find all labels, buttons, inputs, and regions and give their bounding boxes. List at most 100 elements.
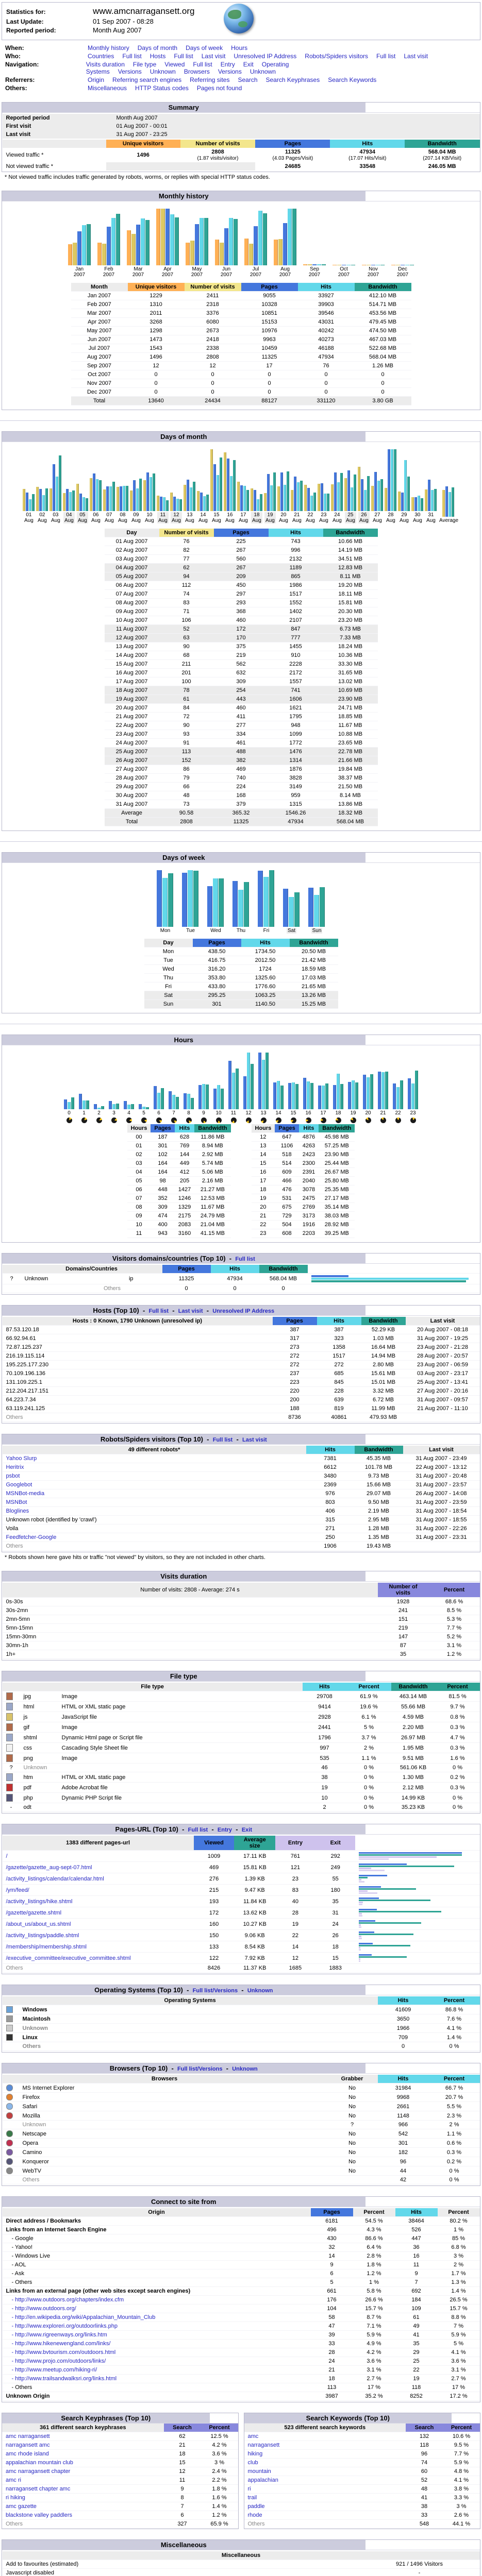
page-url-link[interactable]: /ym/feed/ <box>6 1887 29 1893</box>
nav-link[interactable]: HTTP Status codes <box>135 84 189 92</box>
row-link[interactable]: amc rhode island <box>6 2451 49 2457</box>
nav-link[interactable]: Viewed <box>164 61 185 68</box>
row-link[interactable]: ri hiking <box>6 2495 25 2501</box>
row-link[interactable]: MSNBot <box>6 1499 27 1505</box>
row-link[interactable]: ri <box>247 2486 251 2492</box>
os-full-list-link[interactable]: Full list/Versions <box>192 1988 238 1994</box>
row-link[interactable]: mountain <box>247 2468 271 2475</box>
referrer-link[interactable]: - http://www.bvtourism.com/outdoors.html <box>11 2349 116 2355</box>
row-link[interactable]: appalachian mountain club <box>6 2460 73 2466</box>
row-link[interactable]: amc ri <box>6 2477 21 2483</box>
page-url-link[interactable]: /about_us/about_us.shtml <box>6 1921 71 1927</box>
page-url-link[interactable]: /executive_committee/executive_committee… <box>6 1955 131 1961</box>
row-link[interactable]: narragansett chapter amc <box>6 2486 71 2492</box>
referrer-link[interactable]: - http://www.rigreenways.org/links.htm <box>11 2332 107 2338</box>
referrer-link[interactable]: - http://www.meetup.com/hiking-ri/ <box>11 2367 97 2373</box>
nav-link[interactable]: Days of week <box>186 44 223 52</box>
nav-link[interactable]: Full list <box>174 53 193 60</box>
nav-link[interactable]: Search <box>238 76 258 83</box>
html-icon <box>6 1703 13 1710</box>
nav-link[interactable]: Versions <box>218 68 242 75</box>
nav-link[interactable]: Search Keywords <box>328 76 377 83</box>
nav-link[interactable]: Full list <box>122 53 142 60</box>
nav-link[interactable]: Last visit <box>201 53 226 60</box>
nav-link[interactable]: Visits duration <box>86 61 125 68</box>
row-link[interactable]: amc <box>247 2433 259 2439</box>
referrer-link[interactable]: - http://www.outdoors.org/chapters/index… <box>11 2297 124 2303</box>
browsers-full-list-link[interactable]: Full list/Versions <box>177 2066 223 2072</box>
row-link[interactable]: amc gazette <box>6 2503 37 2510</box>
file-ext: odt <box>23 1804 31 1810</box>
nav-link[interactable]: Unknown <box>149 68 176 75</box>
page-url-link[interactable]: /activity_listings/paddle.shtml <box>6 1932 79 1939</box>
row-link[interactable]: paddle <box>247 2503 265 2510</box>
cell: 2.12 MB <box>403 1784 424 1791</box>
row-link[interactable]: club <box>247 2460 258 2466</box>
row-link[interactable]: narragansett <box>247 2442 280 2448</box>
page-url-link[interactable]: /gazette/gazette.shtml <box>6 1909 62 1916</box>
row-link[interactable]: Googlebot <box>6 1482 32 1488</box>
row-link[interactable]: amc narragansett <box>6 2433 50 2439</box>
row-link[interactable]: Yahoo Slurp <box>6 1455 37 1462</box>
nav-link[interactable]: Full list <box>376 53 396 60</box>
nav-link[interactable]: Full list <box>193 61 212 68</box>
nav-link[interactable]: Last visit <box>404 53 428 60</box>
pages-exit-link[interactable]: Exit <box>241 1827 252 1833</box>
row-link[interactable]: rhode <box>247 2512 262 2518</box>
page-url-link[interactable]: /activity_listings/hike.shtml <box>6 1898 73 1905</box>
robots-full-list-link[interactable]: Full list <box>212 1437 233 1443</box>
row-link[interactable]: Feedfetcher-Google <box>6 1534 57 1540</box>
hosts-full-list-link[interactable]: Full list <box>148 1308 169 1314</box>
row-link[interactable]: trail <box>247 2495 257 2501</box>
hosts-unresolved-link[interactable]: Unresolved IP Address <box>212 1308 275 1314</box>
referrer-link[interactable]: - http://www.outdoors.org/ <box>11 2306 76 2312</box>
row-link[interactable]: narragansett amc <box>6 2442 50 2448</box>
page-url-link[interactable]: /activity_listings/calendar/calendar.htm… <box>6 1875 104 1882</box>
referrer-link[interactable]: - http://en.wikipedia.org/wiki/Appalachi… <box>11 2314 156 2320</box>
page-url-link[interactable]: /gazette/gazette_aug-sept-07.html <box>6 1864 92 1871</box>
page-url-link[interactable]: /membership/membership.shtml <box>6 1943 87 1950</box>
referrer-link[interactable]: - http://www.projo.com/outdoors/links/ <box>11 2358 106 2364</box>
nav-link[interactable]: Operating Systems <box>86 61 289 75</box>
row-link[interactable]: psbot <box>6 1473 20 1479</box>
nav-link[interactable]: Countries <box>88 53 114 60</box>
nav-link[interactable]: Exit <box>243 61 254 68</box>
browsers-unknown-link[interactable]: Unknown <box>232 2066 258 2072</box>
robots-last-visit-link[interactable]: Last visit <box>242 1437 267 1443</box>
nav-link[interactable]: Pages not found <box>196 84 242 92</box>
nav-link[interactable]: Monthly history <box>88 44 129 52</box>
nav-link[interactable]: Unresolved IP Address <box>234 53 297 60</box>
countries-full-list-link[interactable]: Full list <box>235 1256 255 1262</box>
nav-link[interactable]: Versions <box>118 68 142 75</box>
os-unknown-link[interactable]: Unknown <box>247 1988 273 1994</box>
nav-link[interactable]: Days of month <box>137 44 178 52</box>
nav-link[interactable]: Hosts <box>149 53 166 60</box>
nav-link[interactable]: Browsers <box>184 68 210 75</box>
referrer-link[interactable]: - http://www.hikenewengland.com/links/ <box>11 2341 111 2347</box>
pages-full-list-link[interactable]: Full list <box>188 1827 208 1833</box>
row-link[interactable]: Heritrix <box>6 1464 24 1470</box>
row-link[interactable]: MSNBot-media <box>6 1490 45 1497</box>
nav-link[interactable]: File type <box>132 61 157 68</box>
cell: 73 <box>183 801 190 807</box>
nav-link[interactable]: Referring search engines <box>112 76 182 83</box>
nav-link[interactable]: Origin <box>88 76 105 83</box>
row-link[interactable]: blackstone valley paddlers <box>6 2512 73 2518</box>
row-link[interactable]: appalachian <box>247 2477 278 2483</box>
nav-link[interactable]: Referring sites <box>190 76 230 83</box>
page-url-link[interactable]: / <box>6 1853 8 1859</box>
referrer-link[interactable]: - http://www.exploreri.org/outdoorlinks.… <box>11 2323 118 2329</box>
nav-link[interactable]: Miscellaneous <box>88 84 127 92</box>
hosts-last-visit-link[interactable]: Last visit <box>178 1308 203 1314</box>
cell: 9414 <box>318 1703 331 1710</box>
row-link[interactable]: amc narragansett chapter <box>6 2468 71 2475</box>
row-link[interactable]: Bloglines <box>6 1508 29 1514</box>
referrer-link[interactable]: - http://www.trailsandwalksri.org/links.… <box>11 2376 117 2382</box>
row-link[interactable]: hiking <box>247 2451 263 2457</box>
nav-link[interactable]: Entry <box>220 61 235 68</box>
pages-entry-link[interactable]: Entry <box>217 1827 232 1833</box>
nav-link[interactable]: Search Keyphrases <box>265 76 320 83</box>
nav-link[interactable]: Unknown <box>250 68 276 75</box>
nav-link[interactable]: Hours <box>231 44 248 52</box>
nav-link[interactable]: Robots/Spiders visitors <box>305 53 368 60</box>
